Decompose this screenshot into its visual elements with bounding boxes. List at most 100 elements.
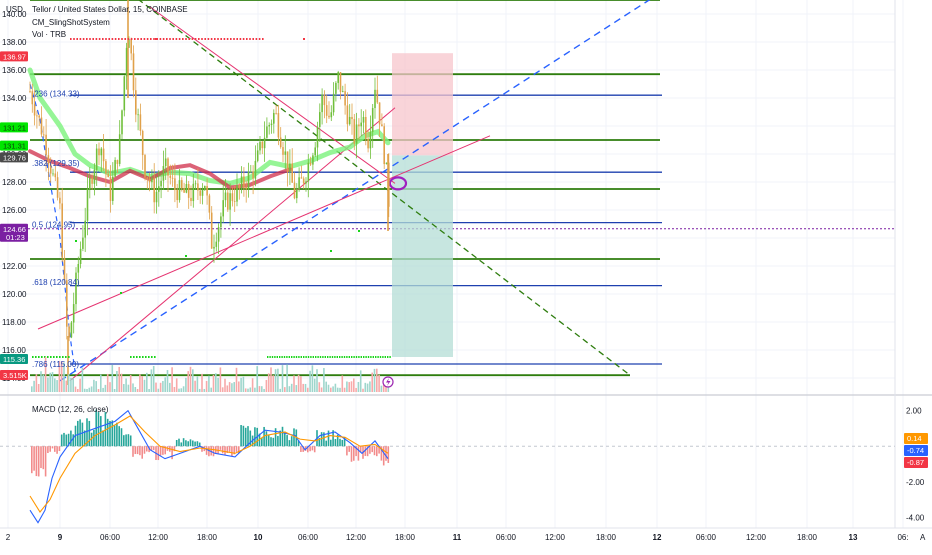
volume-bar [173, 386, 176, 392]
volume-bar [95, 381, 97, 392]
candle-body [339, 72, 342, 92]
macd-histogram-bar [376, 446, 378, 457]
candle-body [123, 76, 126, 111]
macd-histogram-bar [150, 446, 153, 451]
candle-body [192, 183, 195, 202]
candle-body [112, 176, 114, 201]
slingshot-marker-green [317, 356, 319, 358]
slingshot-marker-red [207, 38, 210, 40]
candle-body [194, 183, 197, 185]
slingshot-marker-green [382, 356, 384, 358]
fib-level-label: .236 (134.33) [32, 89, 80, 98]
candle-body [105, 161, 107, 174]
candle-body [93, 169, 96, 184]
candle-body [151, 178, 153, 183]
macd-histogram-bar [123, 435, 125, 447]
time-tick-label: 12 [653, 533, 662, 542]
slingshot-marker-red [198, 38, 200, 40]
macd-histogram-bar [178, 438, 180, 447]
slingshot-marker-red [262, 38, 264, 40]
candle-body [362, 116, 365, 123]
slingshot-marker-red [242, 38, 245, 40]
volume-bar [297, 374, 300, 392]
ma-dashed-left [29, 83, 76, 372]
slingshot-marker-red [82, 38, 85, 40]
volume-bar [378, 374, 380, 392]
slingshot-marker-red [73, 38, 75, 40]
volume-bar [192, 369, 194, 392]
volume-bar [205, 381, 208, 392]
macd-histogram-bar [307, 446, 309, 453]
volume-bar [302, 383, 304, 392]
volume-bar [261, 386, 263, 392]
slingshot-marker-red [178, 38, 181, 40]
macd-histogram-bar [313, 446, 316, 453]
macd-histogram-bar [205, 446, 208, 455]
lightning-bolt [386, 378, 391, 386]
volume-bar [157, 388, 160, 392]
slingshot-marker-green [339, 356, 341, 358]
macd-histogram-bar [265, 431, 268, 447]
slingshot-marker-green [269, 356, 271, 358]
candle-body [45, 134, 47, 156]
macd-histogram-bar [125, 434, 127, 447]
volume-bar [330, 387, 332, 392]
candle-body [86, 189, 89, 221]
candle-body [252, 171, 254, 179]
candle-body [164, 158, 167, 167]
macd-histogram-bar [228, 446, 231, 452]
macd-histogram-bar [187, 441, 189, 447]
macd-histogram-bar [378, 446, 380, 454]
volume-bar [279, 388, 281, 392]
volume-bar [362, 388, 364, 392]
slingshot-marker-red [194, 38, 197, 40]
slingshot-marker-green [327, 356, 329, 358]
macd-histogram-bar [81, 422, 84, 447]
slingshot-marker-red [137, 38, 139, 40]
volume-bar [37, 383, 40, 392]
candle-body [302, 178, 305, 184]
slingshot-marker-green [324, 356, 326, 358]
macd-histogram-bar [109, 420, 111, 447]
macd-histogram-bar [106, 418, 109, 447]
candle-body [70, 322, 73, 338]
volume-bar [267, 373, 270, 392]
slingshot-marker-green [130, 356, 132, 358]
slingshot-marker-green [281, 356, 283, 358]
volume-bar [72, 378, 74, 392]
candle-body [314, 147, 316, 156]
volume-bar [263, 388, 265, 392]
macd-histogram-bar [293, 428, 295, 447]
candle-body [312, 155, 314, 165]
slingshot-marker-red [95, 38, 98, 40]
macd-histogram-bar [97, 412, 100, 447]
macd-histogram-bar [164, 446, 166, 455]
volume-bar [251, 378, 254, 392]
macd-histogram-bar [134, 446, 137, 455]
slingshot-marker-green [271, 356, 274, 358]
volume-bar [100, 374, 102, 392]
candle-body [206, 185, 208, 196]
candle-body [222, 200, 224, 217]
volume-bar [35, 374, 38, 392]
candle-body [47, 155, 50, 165]
candle-body [197, 183, 199, 191]
macd-title: MACD (12, 26, close) [32, 405, 109, 414]
slingshot-marker-red [162, 38, 165, 40]
price-tick-label: 138.00 [2, 38, 27, 47]
candle-body [31, 91, 34, 105]
volume-bar [65, 380, 68, 392]
macd-tick-label: -4.00 [906, 513, 925, 522]
volume-bar [113, 388, 116, 392]
volume-bar [159, 382, 162, 392]
macd-histogram-bar [51, 446, 54, 449]
candle-body [79, 248, 82, 264]
macd-histogram-bar [47, 446, 49, 454]
candle-body [98, 148, 100, 156]
candle-body [116, 160, 119, 164]
candle-body [383, 126, 385, 165]
slingshot-marker-red [143, 38, 146, 40]
volume-bar [189, 366, 192, 392]
macd-tick-label: 2.00 [906, 407, 922, 416]
